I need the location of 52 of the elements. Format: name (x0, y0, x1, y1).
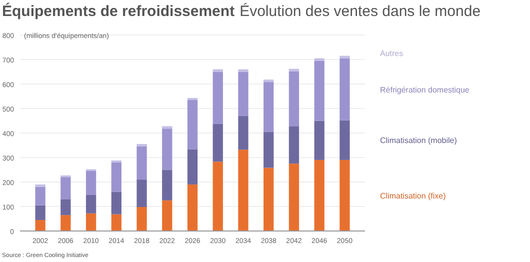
bar (86, 194, 96, 214)
bar (187, 184, 198, 231)
bar (314, 160, 324, 231)
bar (136, 206, 147, 231)
bar (187, 149, 198, 184)
bar (136, 146, 147, 180)
bar (288, 126, 300, 164)
bar (111, 162, 122, 192)
bar (162, 126, 172, 129)
bar (35, 220, 46, 231)
text: Autres (380, 49, 404, 58)
bar (162, 200, 172, 231)
text: Climatisation (mobile) (380, 136, 458, 146)
chart-subtitle: Évolution des ventes dans le monde (240, 2, 481, 20)
bar (264, 168, 274, 231)
bar (288, 71, 300, 126)
bar (238, 116, 248, 150)
bar (86, 170, 96, 195)
bar (187, 100, 198, 150)
bar (288, 68, 300, 72)
chart-title: Équipements de refroidissement (2, 2, 235, 20)
bar (340, 160, 350, 231)
bar (60, 177, 71, 200)
bar (288, 164, 300, 231)
bar (162, 128, 172, 170)
bar (340, 58, 350, 120)
bar (35, 184, 46, 187)
text: Réfrigération domestique (380, 85, 470, 94)
bar (60, 199, 71, 216)
bar (35, 205, 46, 220)
bar (136, 180, 147, 207)
text: Climatisation (fixe) (380, 191, 446, 200)
bar (238, 69, 248, 72)
bar (314, 60, 324, 121)
bar (264, 82, 274, 132)
bar (86, 213, 96, 231)
bar (238, 72, 248, 116)
bar (111, 192, 122, 214)
bar (212, 162, 223, 231)
bar (264, 132, 274, 168)
bar (264, 80, 274, 82)
bar (340, 120, 350, 160)
bar (212, 124, 223, 162)
bar (60, 215, 71, 231)
bar (238, 150, 248, 231)
bar (111, 214, 122, 231)
bar (35, 186, 46, 206)
bar (212, 69, 223, 72)
bar (314, 120, 324, 160)
bar (340, 56, 350, 58)
bar (162, 170, 172, 200)
bar (212, 72, 223, 124)
